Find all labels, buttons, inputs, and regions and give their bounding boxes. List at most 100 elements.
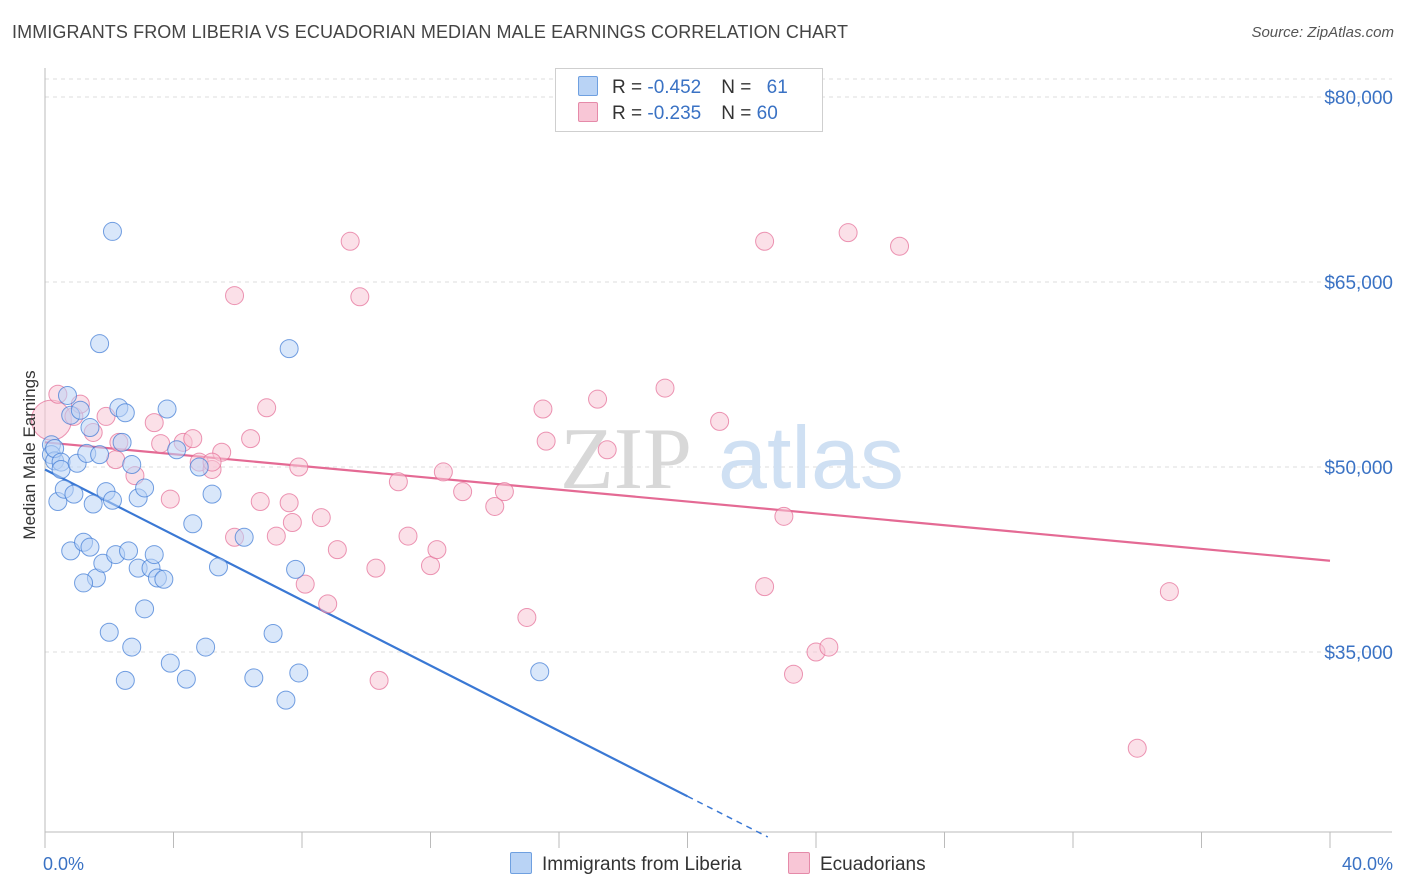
point-liberia (51, 459, 71, 479)
point-liberia (208, 557, 228, 577)
point-ecuadorians (311, 508, 331, 528)
point-liberia (102, 490, 122, 510)
data-points (30, 221, 1179, 758)
trend-lines (44, 441, 1331, 838)
point-ecuadorians (890, 236, 910, 256)
point-liberia (80, 537, 100, 557)
trend-line-liberia-extension (687, 795, 769, 838)
point-ecuadorians (710, 411, 730, 431)
point-liberia (57, 385, 77, 405)
point-liberia (122, 637, 142, 657)
legend-item-ecuadorians[interactable]: Ecuadorians (788, 852, 926, 876)
point-ecuadorians (369, 670, 389, 690)
point-ecuadorians (517, 607, 537, 627)
point-ecuadorians (295, 574, 315, 594)
chart-title: IMMIGRANTS FROM LIBERIA VS ECUADORIAN ME… (12, 22, 849, 42)
point-ecuadorians (755, 577, 775, 597)
n-label: N = (721, 77, 757, 98)
point-liberia (74, 573, 94, 593)
n-label: N = (721, 103, 757, 124)
point-ecuadorians (655, 378, 675, 398)
point-liberia (276, 690, 296, 710)
point-liberia (176, 669, 196, 689)
point-ecuadorians (257, 398, 277, 418)
point-ecuadorians (279, 493, 299, 513)
point-liberia (244, 668, 264, 688)
point-ecuadorians (533, 399, 553, 419)
point-liberia (167, 440, 187, 460)
point-ecuadorians (819, 637, 839, 657)
point-liberia (135, 599, 155, 619)
point-ecuadorians (225, 286, 245, 306)
grid-lines (45, 78, 1392, 653)
point-ecuadorians (388, 472, 408, 492)
point-liberia (160, 653, 180, 673)
point-ecuadorians (398, 526, 418, 546)
point-ecuadorians (160, 489, 180, 509)
point-ecuadorians (433, 462, 453, 482)
x-tick-label-min: 0.0% (43, 854, 84, 874)
point-ecuadorians (250, 492, 270, 512)
point-ecuadorians (536, 431, 556, 451)
point-liberia (183, 514, 203, 534)
r-label: R = (612, 103, 648, 124)
y-axis-title: Median Male Earnings (20, 370, 39, 539)
point-liberia (112, 432, 132, 452)
x-tick-label-max: 40.0% (1342, 854, 1393, 874)
point-ecuadorians (350, 287, 370, 307)
trend-line-liberia (44, 468, 688, 798)
point-liberia (119, 541, 139, 561)
point-liberia (80, 418, 100, 438)
r-value-ecuadorians: -0.235 (647, 103, 702, 124)
point-liberia (286, 559, 306, 579)
point-liberia (90, 445, 110, 465)
point-liberia (99, 622, 119, 642)
point-ecuadorians (485, 496, 505, 516)
legend-label-liberia: Immigrants from Liberia (542, 854, 742, 875)
y-tick-label: $35,000 (1324, 643, 1393, 664)
point-liberia (64, 484, 84, 504)
legend-label-ecuadorians: Ecuadorians (820, 854, 926, 875)
point-ecuadorians (453, 482, 473, 502)
watermark-zip: ZIP (560, 411, 692, 508)
point-ecuadorians (774, 506, 794, 526)
point-ecuadorians (421, 556, 440, 576)
legend-swatch-pink (578, 102, 598, 122)
point-ecuadorians (597, 440, 617, 460)
point-ecuadorians (144, 413, 164, 433)
point-ecuadorians (282, 513, 302, 532)
point-liberia (157, 399, 177, 419)
r-value-liberia: -0.452 (647, 77, 702, 98)
legend-swatch-pink (788, 852, 810, 874)
point-ecuadorians (289, 457, 309, 477)
point-liberia (263, 624, 283, 643)
point-liberia (289, 663, 309, 683)
point-ecuadorians (427, 540, 447, 560)
legend-swatch-blue (510, 852, 532, 874)
point-liberia (90, 334, 110, 354)
point-liberia (144, 545, 164, 565)
point-ecuadorians (266, 526, 286, 546)
point-liberia (83, 494, 103, 514)
point-ecuadorians (183, 429, 203, 449)
point-liberia (122, 455, 142, 475)
y-tick-label: $65,000 (1324, 273, 1393, 294)
point-liberia (279, 339, 299, 359)
point-ecuadorians (340, 231, 360, 251)
point-liberia (154, 569, 174, 589)
point-ecuadorians (784, 664, 804, 684)
axis-labels: $35,000 $50,000 $65,000 $80,000 0.0% 40.0% Med… (20, 88, 1393, 874)
point-liberia (202, 484, 222, 504)
legend-item-liberia[interactable]: Immigrants from Liberia (510, 852, 742, 876)
source-credit: Source: ZipAtlas.com (1251, 24, 1394, 41)
point-liberia (115, 670, 135, 690)
point-liberia (115, 403, 135, 423)
point-liberia (196, 637, 216, 657)
point-ecuadorians (366, 558, 386, 578)
trend-line-ecuadorians (44, 441, 1331, 562)
point-ecuadorians (318, 594, 338, 614)
legend-row-liberia: R = -0.452 N = 61 (578, 76, 788, 100)
legend-swatch-blue (578, 76, 598, 96)
y-tick-label: $80,000 (1324, 88, 1393, 109)
watermark-atlas: atlas (718, 408, 904, 507)
